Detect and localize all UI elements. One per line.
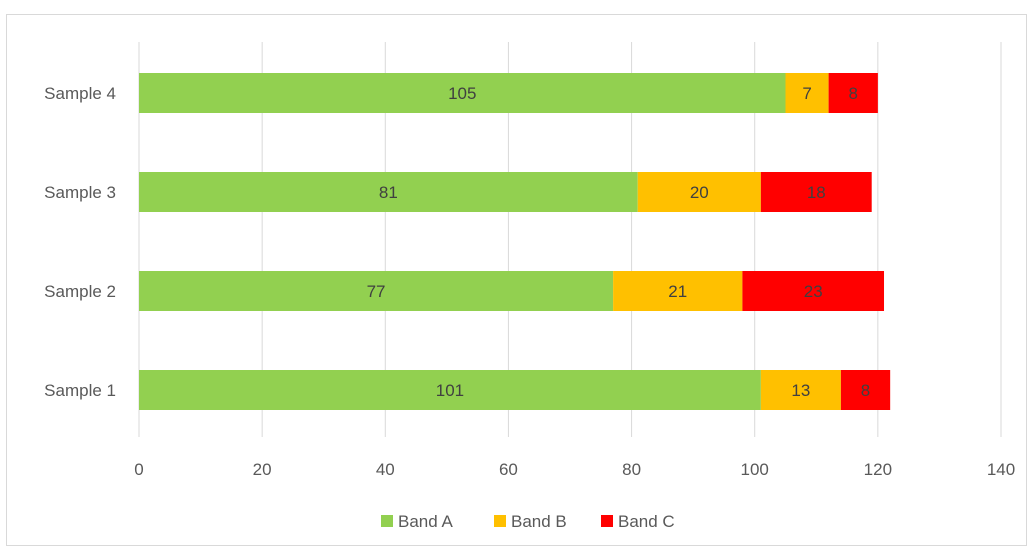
- x-tick-label: 60: [499, 460, 518, 479]
- bar-segment: [637, 172, 761, 212]
- x-tick-label: 80: [622, 460, 641, 479]
- x-tick-label: 20: [253, 460, 272, 479]
- bar-segment: [742, 271, 885, 311]
- legend-swatch: [381, 515, 393, 527]
- data-label: 21: [668, 282, 687, 301]
- bar-segment: [828, 73, 878, 113]
- x-tick-label: 100: [741, 460, 769, 479]
- data-label: 13: [791, 381, 810, 400]
- x-tick-label: 0: [134, 460, 143, 479]
- data-label: 77: [367, 282, 386, 301]
- bar-segment: [785, 73, 829, 113]
- data-label: 8: [861, 381, 870, 400]
- bar-segment: [139, 172, 638, 212]
- legend-swatch: [494, 515, 506, 527]
- x-tick-labels: 0 20 40 60 80 100 120 140: [134, 460, 1015, 479]
- bar-segment: [139, 73, 786, 113]
- legend-swatch: [601, 515, 613, 527]
- bar-segment: [840, 370, 891, 410]
- data-label: 105: [448, 84, 476, 103]
- legend-label: Band A: [398, 512, 453, 531]
- data-label: 7: [802, 84, 811, 103]
- bar-segment: [139, 271, 614, 311]
- category-label: Sample 1: [44, 381, 116, 400]
- data-label: 20: [690, 183, 709, 202]
- data-label: 81: [379, 183, 398, 202]
- bars: [139, 73, 891, 410]
- data-labels: 101 13 8 77 21 23 81 20 18 105 7 8: [367, 84, 871, 400]
- bar-segment: [760, 370, 841, 410]
- legend: Band A Band B Band C: [381, 512, 675, 531]
- data-label: 18: [807, 183, 826, 202]
- bar-segment: [139, 370, 761, 410]
- category-labels: Sample 1 Sample 2 Sample 3 Sample 4: [44, 84, 116, 400]
- x-tick-label: 120: [864, 460, 892, 479]
- x-tick-label: 140: [987, 460, 1015, 479]
- data-label: 101: [436, 381, 464, 400]
- legend-label: Band B: [511, 512, 567, 531]
- legend-label: Band C: [618, 512, 675, 531]
- category-label: Sample 4: [44, 84, 116, 103]
- data-label: 23: [804, 282, 823, 301]
- x-tick-label: 40: [376, 460, 395, 479]
- data-label: 8: [848, 84, 857, 103]
- category-label: Sample 2: [44, 282, 116, 301]
- category-label: Sample 3: [44, 183, 116, 202]
- bar-segment: [760, 172, 872, 212]
- bar-segment: [613, 271, 743, 311]
